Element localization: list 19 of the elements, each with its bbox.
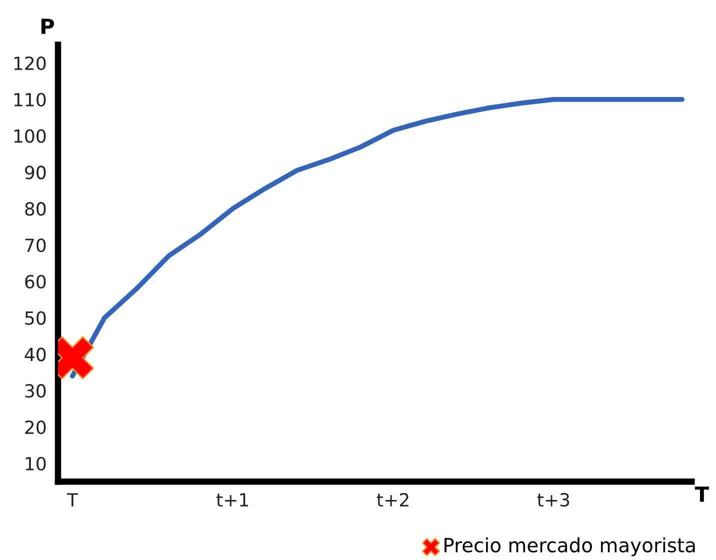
y-tick-label: 40	[24, 348, 46, 362]
x-tick-label: t+2	[376, 493, 408, 506]
y-tick-label: 30	[25, 384, 46, 398]
y-tick-label: 100	[14, 129, 46, 143]
x-tick-label: T	[66, 493, 78, 506]
line-series	[70, 96, 684, 378]
y-tick-label: 20	[25, 420, 46, 434]
y-tick-label: 50	[25, 311, 46, 325]
y-tick-label: 80	[25, 202, 46, 216]
y-tick-label: 110	[14, 92, 46, 107]
y-tick-label: 90	[25, 166, 46, 180]
legend-label: Precio mercado mayorista	[444, 537, 695, 556]
y-tick-label: 10	[26, 456, 46, 471]
y-tick-label: 60	[25, 274, 46, 289]
y-tick-label: 120	[14, 56, 46, 70]
x-tick-label: t+1	[216, 493, 248, 506]
x-tick-label: t+3	[537, 493, 570, 507]
y-axis-title: P	[41, 18, 54, 34]
y-tick-label: 70	[25, 238, 46, 252]
